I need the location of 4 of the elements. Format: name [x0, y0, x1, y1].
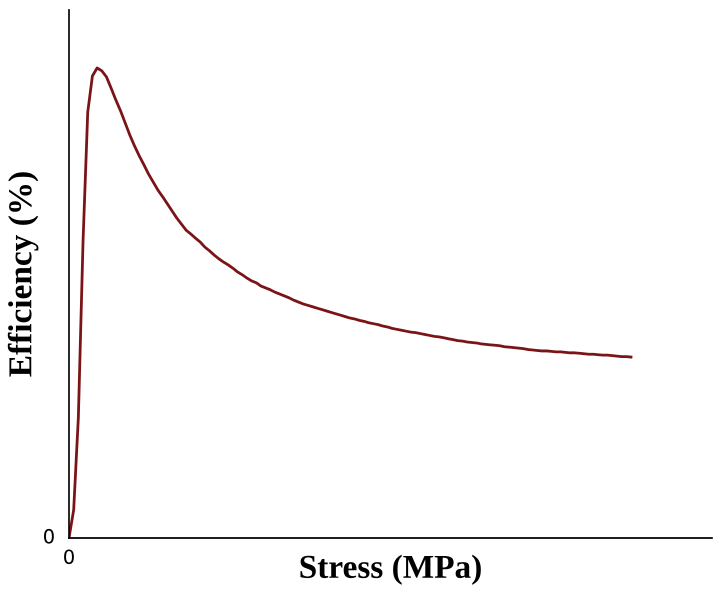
text: 0: [44, 528, 54, 544]
text: 0: [64, 549, 74, 564]
x-axis-title: Stress (MPa): [300, 554, 481, 585]
y-axis-title: Efficiency (%): [8, 172, 38, 377]
